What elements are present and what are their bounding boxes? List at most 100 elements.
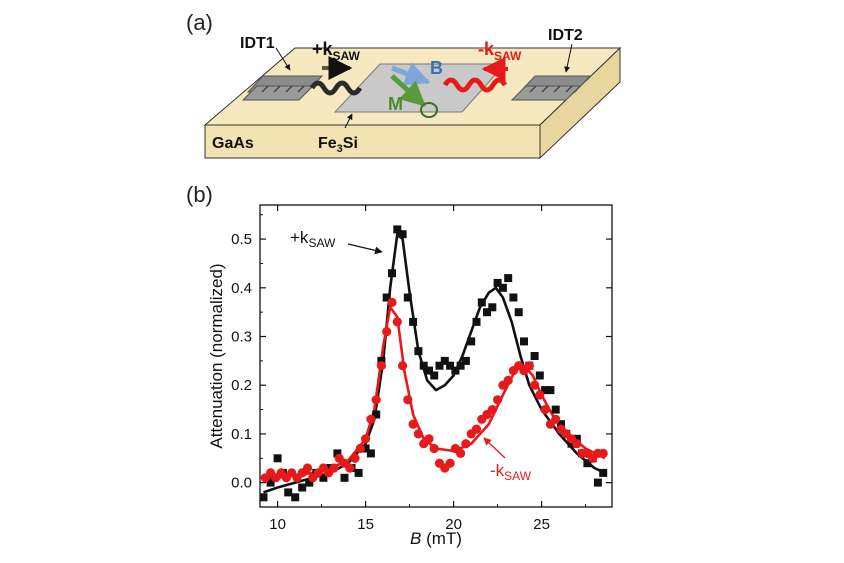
data-point-plus: [546, 386, 555, 395]
data-point-plus: [298, 483, 307, 492]
data-point-minus: [429, 443, 439, 454]
curve-label-minus: -kSAW: [490, 461, 532, 483]
data-point-plus: [456, 361, 465, 370]
data-point-plus: [567, 439, 576, 448]
data-point-plus: [446, 361, 455, 370]
data-point-plus: [382, 293, 391, 302]
panel-b-letter: (b): [186, 182, 213, 207]
data-point-plus: [409, 317, 418, 326]
data-point-plus: [425, 366, 433, 375]
fit-curve-plus: [263, 232, 606, 494]
data-point-minus: [329, 463, 339, 473]
idt1-transducer: [241, 75, 324, 101]
data-point-plus: [403, 293, 412, 302]
data-point-plus: [377, 356, 386, 365]
gaas-label: GaAs: [212, 135, 254, 152]
data-point-minus: [535, 390, 545, 400]
data-point-minus: [487, 405, 497, 415]
data-point-minus: [540, 405, 550, 415]
y-tick-label: 0.3: [231, 329, 252, 346]
plot-frame: [259, 204, 613, 508]
data-point-plus: [535, 371, 544, 380]
b-label: B: [430, 58, 443, 78]
x-tick-label: 15: [357, 516, 374, 533]
data-point-plus: [472, 317, 481, 326]
data-point-plus: [372, 410, 381, 419]
gaas-substrate-front: [204, 124, 541, 159]
data-point-plus: [319, 473, 328, 482]
data-point-plus: [451, 366, 460, 375]
data-point-minus: [371, 395, 381, 405]
x-tick-label: 25: [533, 516, 550, 533]
data-point-minus: [424, 434, 434, 444]
data-point-plus: [509, 293, 518, 302]
m-label: M: [388, 94, 403, 114]
data-point-minus: [471, 424, 482, 434]
data-point-plus: [266, 478, 275, 487]
data-point-plus: [419, 361, 428, 370]
data-point-plus: [398, 230, 407, 239]
y-axis-title: Attenuation (normalized): [207, 263, 226, 448]
data-point-plus: [493, 278, 502, 287]
y-tick-label: 0.1: [231, 426, 252, 443]
curve-label-plus: +kSAW: [290, 228, 336, 250]
data-point-minus: [302, 463, 313, 473]
data-point-minus: [350, 453, 360, 463]
y-tick-label: 0.5: [231, 231, 252, 248]
data-point-minus: [456, 448, 466, 458]
data-point-plus: [498, 283, 507, 292]
data-point-minus: [361, 434, 371, 444]
data-point-minus: [355, 443, 365, 454]
data-point-minus: [530, 380, 540, 390]
data-point-plus: [530, 352, 539, 360]
data-point-minus: [598, 448, 608, 458]
gaas-substrate-side: [539, 46, 621, 160]
data-point-minus: [445, 458, 455, 468]
data-point-plus: [366, 449, 375, 458]
data-point-plus: [305, 478, 314, 487]
data-point-minus: [366, 414, 376, 424]
m-arrow: [390, 74, 426, 107]
saw-wave-plus: [309, 80, 363, 96]
data-point-minus: [403, 395, 413, 405]
data-point-minus: [345, 463, 355, 473]
k-minus-label: -kSAW: [478, 39, 522, 63]
data-point-plus: [440, 356, 449, 365]
idt1-pointer: [275, 47, 291, 71]
b-field-arrow: [391, 62, 431, 86]
data-point-plus: [461, 356, 470, 365]
plot-area: [259, 225, 608, 502]
k-plus-label: +kSAW: [312, 39, 361, 63]
idt2-transducer: [510, 75, 592, 101]
data-point-plus: [354, 468, 363, 477]
data-point-minus: [392, 317, 402, 327]
precession-circle: [420, 102, 438, 118]
data-point-minus: [408, 419, 418, 429]
data-point-plus: [435, 361, 444, 370]
data-point-plus: [599, 468, 608, 477]
data-point-plus: [541, 386, 550, 395]
data-point-minus: [376, 361, 386, 371]
data-point-plus: [483, 308, 491, 317]
fe3si-pointer: [344, 113, 353, 129]
fe3si-label: Fe3Si: [318, 135, 358, 155]
data-point-minus: [524, 361, 534, 371]
data-point-plus: [551, 405, 560, 414]
data-point-plus: [414, 347, 423, 356]
data-point-plus: [572, 434, 581, 443]
data-point-plus: [388, 269, 396, 278]
x-tick-label: 20: [445, 516, 462, 533]
data-point-minus: [493, 395, 503, 405]
data-point-plus: [284, 488, 293, 497]
data-point-minus: [387, 297, 397, 307]
panel-b: (b) 10 15 20 25 0.0 0.1 0.2 0.3 0.4 0.5 B (mT) A…: [186, 182, 613, 548]
data-point-plus: [291, 493, 300, 502]
x-axis-ticks: 10 15 20 25: [269, 205, 587, 533]
data-point-plus: [393, 225, 402, 234]
data-point-minus: [382, 327, 392, 337]
data-point-plus: [557, 420, 565, 429]
data-point-minus: [572, 439, 582, 449]
idt2-pointer: [564, 43, 573, 73]
y-tick-label: 0.2: [231, 377, 252, 394]
y-tick-label: 0.4: [231, 280, 252, 297]
